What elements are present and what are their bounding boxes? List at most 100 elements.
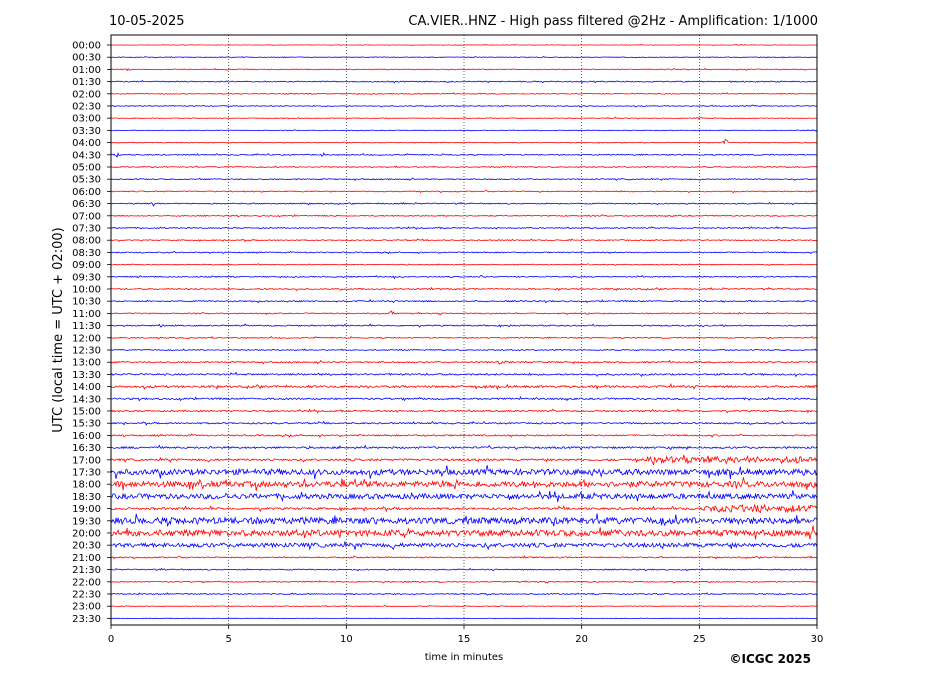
y-tick-label: 01:00 <box>72 65 101 76</box>
y-tick-label: 09:00 <box>72 260 101 271</box>
trace-2030 <box>110 541 818 551</box>
y-tick-label: 08:30 <box>72 248 101 259</box>
y-tick-label: 13:30 <box>72 370 101 381</box>
x-tick-label: 20 <box>575 634 588 645</box>
y-tick-label: 09:30 <box>72 272 101 283</box>
y-tick-label: 20:00 <box>72 529 101 540</box>
y-tick-label: 17:00 <box>72 455 101 466</box>
y-tick-label: 23:00 <box>72 602 101 613</box>
trace-1430 <box>110 396 818 402</box>
y-tick-label: 15:00 <box>72 407 101 418</box>
y-tick-label: 02:30 <box>72 102 101 113</box>
trace-1530 <box>110 420 818 426</box>
trace-1630 <box>110 444 818 451</box>
x-tick-label: 5 <box>225 634 231 645</box>
trace-0630 <box>110 201 818 207</box>
date-label: 10-05-2025 <box>109 14 185 29</box>
x-tick-label: 10 <box>340 634 353 645</box>
y-tick-label: 19:00 <box>72 504 101 515</box>
trace-1330 <box>110 371 818 378</box>
y-tick-label: 16:00 <box>72 431 101 442</box>
y-tick-label: 15:30 <box>72 419 101 430</box>
y-tick-label: 11:30 <box>72 321 101 332</box>
trace-1130 <box>110 323 817 328</box>
y-tick-label: 08:00 <box>72 236 101 247</box>
trace-0230 <box>110 104 818 108</box>
trace-1400 <box>110 382 818 391</box>
plot-frame <box>110 34 818 626</box>
y-tick-label: 07:00 <box>72 211 101 222</box>
y-tick-label: 03:00 <box>72 114 101 125</box>
trace-0000 <box>111 44 817 46</box>
y-tick-label: 23:30 <box>72 614 101 625</box>
trace-2000 <box>110 525 818 540</box>
y-tick-label: 12:00 <box>72 333 101 344</box>
y-tick-label: 22:00 <box>72 577 101 588</box>
trace-0030 <box>111 56 817 59</box>
trace-1200 <box>110 336 818 340</box>
trace-0130 <box>110 79 818 84</box>
y-tick-label: 13:00 <box>72 358 101 369</box>
trace-1600 <box>110 433 818 438</box>
y-tick-label: 00:00 <box>72 41 101 52</box>
y-axis-label: UTC (local time = UTC + 02:00) <box>51 227 66 432</box>
y-tick-label: 04:00 <box>72 138 101 149</box>
y-tick-label: 03:30 <box>72 126 101 137</box>
y-tick-label: 11:00 <box>72 309 101 320</box>
y-tick-label: 21:00 <box>72 553 101 564</box>
trace-group <box>110 44 818 620</box>
chart-title: CA.VIER..HNZ - High pass filtered @2Hz -… <box>408 14 818 29</box>
trace-2300 <box>110 604 818 608</box>
trace-1230 <box>110 348 818 352</box>
trace-1000 <box>111 286 817 292</box>
y-tick-label: 06:30 <box>72 199 101 210</box>
trace-0600 <box>110 189 818 194</box>
x-tick-label: 30 <box>811 634 824 645</box>
y-tick-label: 12:30 <box>72 346 101 357</box>
trace-0430 <box>110 151 818 158</box>
x-axis: 0 5 10 15 20 25 30 <box>108 625 824 645</box>
trace-0100 <box>110 67 818 72</box>
y-tick-label: 19:30 <box>72 516 101 527</box>
trace-1930 <box>110 513 818 528</box>
trace-0400 <box>110 139 818 145</box>
trace-0530 <box>110 177 818 181</box>
trace-0900 <box>110 262 818 266</box>
y-tick-label: 17:30 <box>72 468 101 479</box>
trace-0930 <box>110 274 818 280</box>
y-tick-label: 14:30 <box>72 394 101 405</box>
trace-2130 <box>110 567 818 572</box>
y-tick-label: 14:00 <box>72 382 101 393</box>
trace-2200 <box>110 580 817 584</box>
trace-0200 <box>110 92 818 96</box>
trace-0730 <box>110 226 818 230</box>
x-axis-label: time in minutes <box>425 652 504 663</box>
trace-2100 <box>110 555 817 560</box>
x-tick-label: 25 <box>693 634 706 645</box>
trace-2230 <box>110 592 818 596</box>
y-tick-label: 02:00 <box>72 89 101 100</box>
trace-0700 <box>110 214 818 218</box>
y-tick-label: 05:30 <box>72 175 101 186</box>
vertical-grid <box>228 35 700 625</box>
y-tick-label: 01:30 <box>72 77 101 88</box>
trace-1100 <box>110 310 818 316</box>
trace-0500 <box>110 165 818 169</box>
trace-0330 <box>110 129 818 132</box>
x-tick-label: 15 <box>458 634 471 645</box>
y-tick-label: 10:30 <box>72 297 101 308</box>
y-tick-label: 20:30 <box>72 541 101 552</box>
y-tick-label: 18:30 <box>72 492 101 503</box>
trace-1500 <box>110 408 818 414</box>
trace-0830 <box>110 250 818 255</box>
x-tick-label: 0 <box>108 634 114 645</box>
trace-1030 <box>110 298 817 304</box>
y-tick-label: 00:30 <box>72 53 101 64</box>
y-tick-label: 18:00 <box>72 480 101 491</box>
trace-1700 <box>110 454 818 466</box>
y-tick-label: 06:00 <box>72 187 101 198</box>
y-tick-label: 04:30 <box>72 150 101 161</box>
y-tick-label: 21:30 <box>72 565 101 576</box>
